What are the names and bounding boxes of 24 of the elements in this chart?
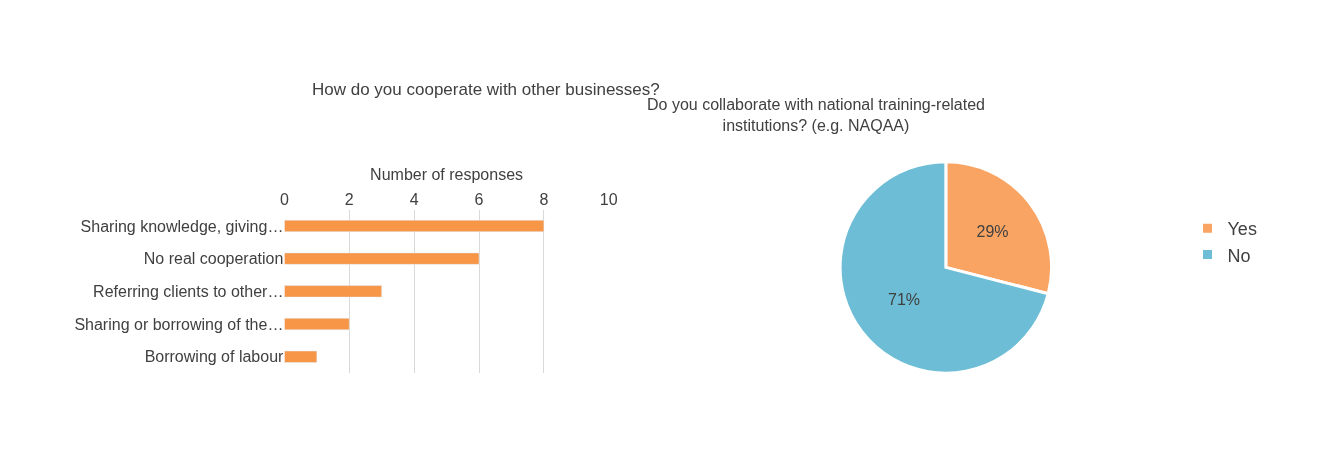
bar (284, 318, 350, 331)
chart-title: How do you cooperate with other businesses? (312, 80, 660, 99)
y-tick-label: Referring clients to other… (93, 282, 284, 300)
bar (284, 219, 545, 232)
legend-label: Yes (1227, 219, 1257, 240)
pie-slice (838, 160, 1050, 375)
bar (284, 252, 480, 265)
x-axis-title: Number of responses (370, 166, 524, 184)
x-tick-label: 2 (344, 191, 354, 209)
x-tick-label: 6 (474, 191, 484, 209)
x-tick-label: 0 (279, 191, 289, 209)
y-tick-label: Sharing or borrowing of the… (74, 315, 284, 333)
data-label: 71% (888, 291, 921, 309)
x-tick-label: 4 (409, 191, 419, 209)
bar (284, 285, 382, 298)
legend-label: No (1227, 245, 1251, 266)
x-tick-label: 8 (539, 191, 549, 209)
y-tick-label: Borrowing of labour (144, 348, 285, 366)
bar (284, 350, 318, 363)
chart-title: Do you collaborate with national training-related institutions? (e.g. NAQAA) (647, 96, 985, 134)
x-tick-label: 10 (599, 191, 618, 209)
y-tick-label: No real cooperation (143, 250, 284, 268)
y-tick-label: Sharing knowledge, giving… (80, 217, 284, 235)
data-label: 29% (976, 222, 1009, 240)
